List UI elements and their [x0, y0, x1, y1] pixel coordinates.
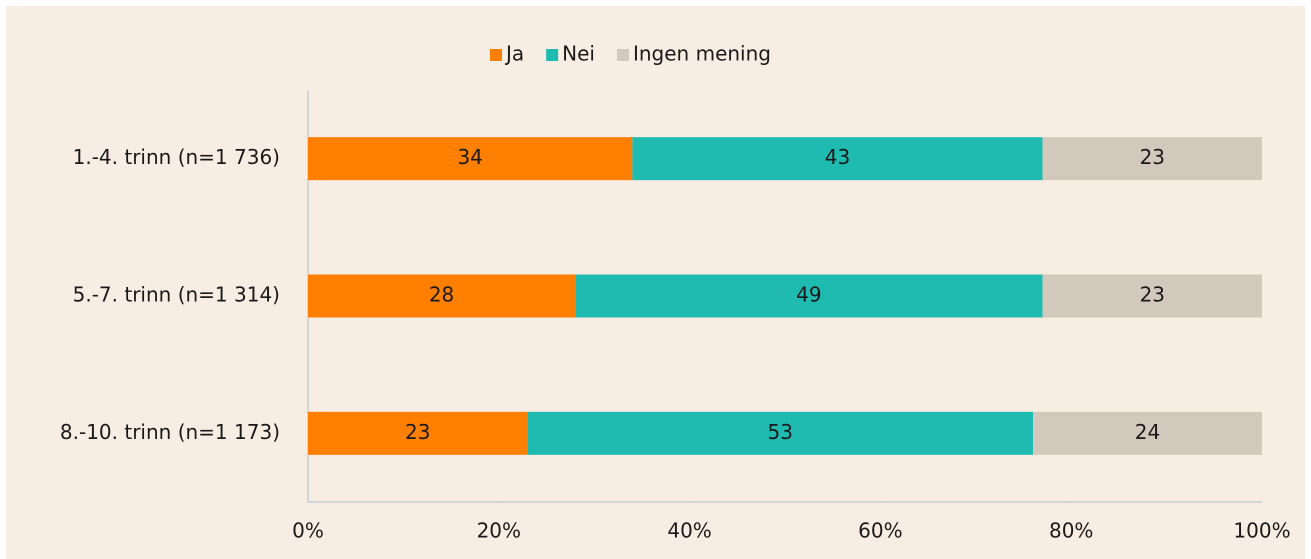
data-label: 34 — [457, 145, 482, 169]
bar-segment — [308, 137, 633, 181]
bar-segment — [308, 274, 576, 318]
x-tick-label: 80% — [1049, 519, 1093, 543]
x-tick-label: 0% — [292, 519, 324, 543]
bar-segment — [632, 137, 1043, 181]
data-label: 23 — [1140, 145, 1165, 169]
data-label: 43 — [825, 145, 850, 169]
data-label: 24 — [1135, 420, 1160, 444]
legend-label: Nei — [562, 42, 595, 66]
x-tick-label: 20% — [477, 519, 521, 543]
legend-swatch — [546, 49, 559, 61]
x-tick-label: 100% — [1233, 519, 1290, 543]
bar-segment — [1042, 274, 1262, 318]
y-tick-label: 8.-10. trinn (n=1 173) — [60, 420, 280, 444]
data-label: 49 — [796, 283, 821, 307]
legend-swatch — [490, 49, 502, 61]
bar-segment — [575, 274, 1043, 318]
legend-label: Ja — [504, 42, 524, 66]
legend-label: Ingen mening — [633, 42, 771, 66]
bar-segment — [1042, 137, 1262, 181]
bar-segment — [1033, 411, 1262, 455]
data-label: 23 — [1140, 283, 1165, 307]
x-tick-label: 60% — [858, 519, 902, 543]
y-tick-label: 5.-7. trinn (n=1 314) — [73, 283, 280, 307]
bar-segment — [527, 411, 1034, 455]
x-tick-label: 40% — [667, 519, 711, 543]
y-tick-label: 1.-4. trinn (n=1 736) — [73, 145, 280, 169]
data-label: 23 — [405, 420, 430, 444]
legend-swatch — [616, 49, 629, 61]
data-label: 28 — [429, 283, 454, 307]
bar-segment — [308, 411, 528, 455]
data-label: 53 — [768, 420, 793, 444]
